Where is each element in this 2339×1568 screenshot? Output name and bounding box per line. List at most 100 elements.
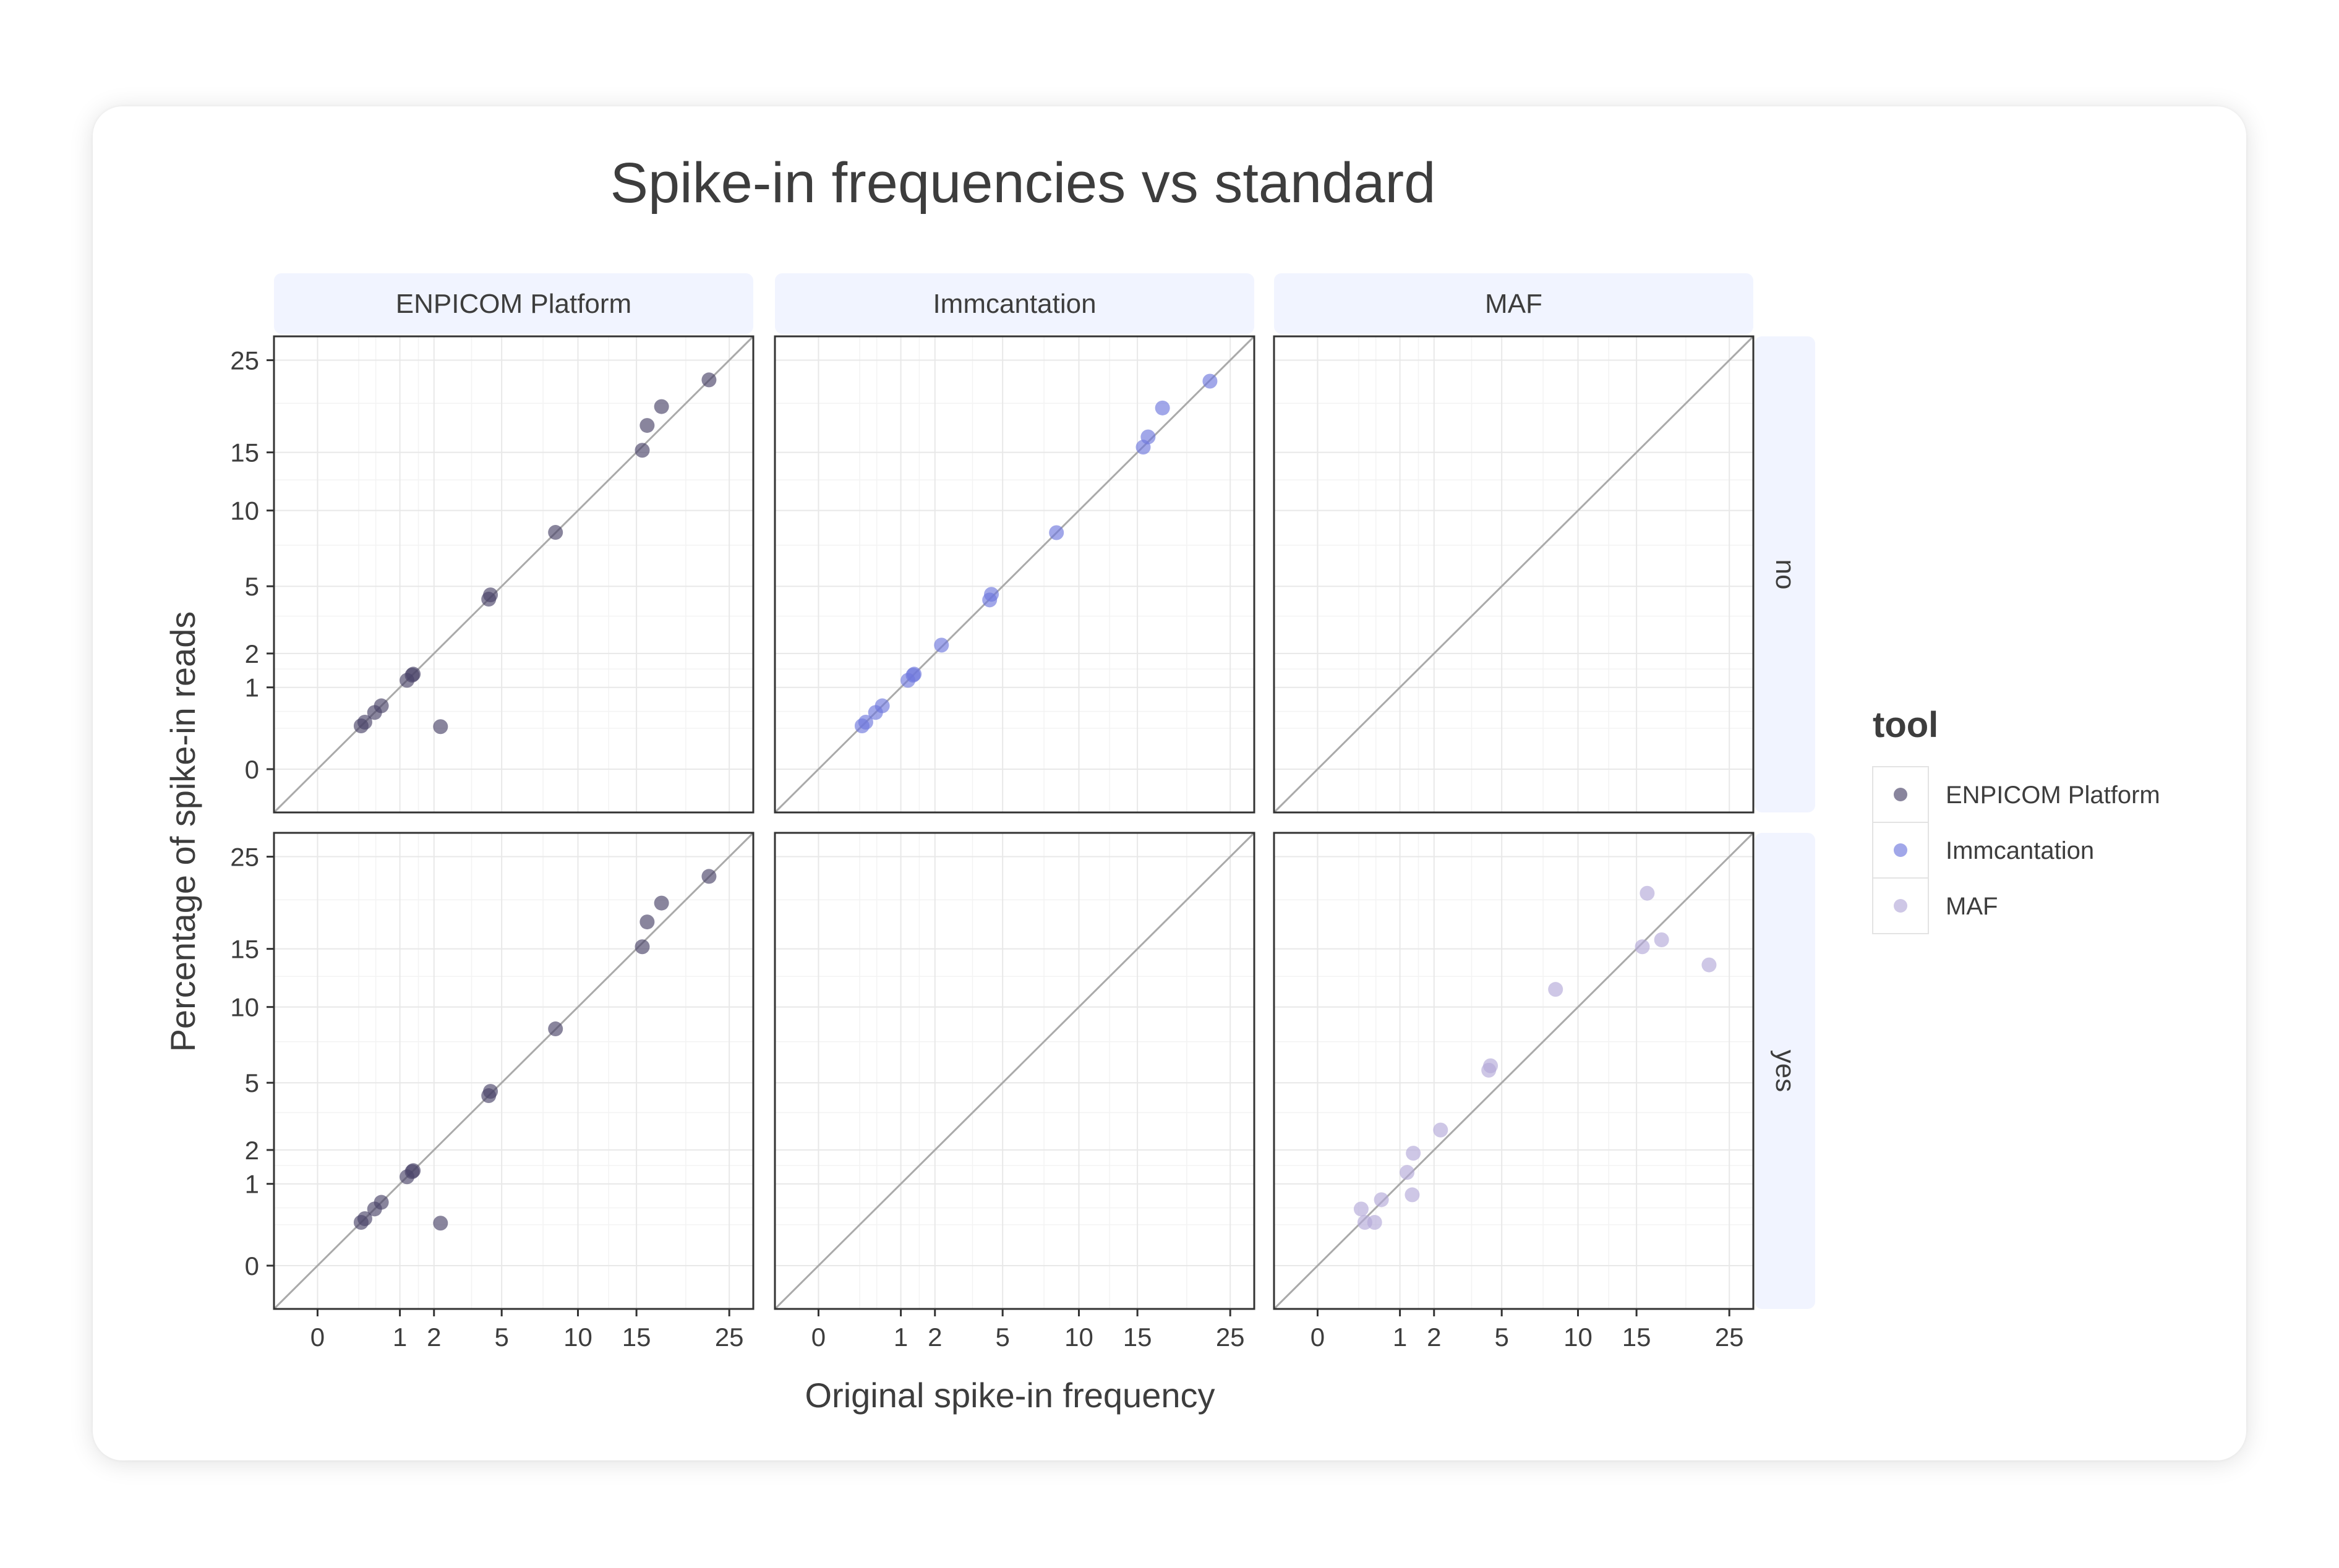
data-point-enpicom-platform [701, 869, 717, 884]
identity-line [774, 335, 1255, 814]
panel-immcantation-no [774, 335, 1255, 814]
x-tick-label: 10 [1064, 1323, 1093, 1352]
data-point-immcantation [1155, 400, 1170, 415]
x-tick-label: 25 [715, 1323, 744, 1352]
y-tick-label: 5 [245, 572, 259, 601]
data-point-immcantation [984, 587, 999, 602]
data-point-immcantation [858, 715, 873, 730]
x-tick-label: 15 [1622, 1323, 1651, 1352]
identity-line [1273, 832, 1755, 1310]
panel-border [273, 335, 755, 814]
x-tick-label: 5 [1494, 1323, 1508, 1352]
facet-label-enpicom-platform: ENPICOM Platform [396, 289, 631, 319]
x-tick-label: 2 [928, 1323, 942, 1352]
data-point-immcantation [934, 637, 949, 653]
data-point-maf [1433, 1122, 1448, 1138]
data-point-immcantation [907, 667, 922, 682]
y-axis-title: Percentage of spike-in reads [163, 611, 202, 1052]
legend-title: tool [1873, 705, 1938, 745]
y-tick-label: 2 [245, 639, 259, 668]
panel-border [1273, 832, 1755, 1310]
data-point-enpicom-platform [357, 715, 372, 730]
legend: tool ENPICOM Platform Immcantation MAF [1872, 705, 2160, 934]
panel-border [774, 832, 1255, 1310]
y-tick-label: 5 [245, 1068, 259, 1097]
data-point-enpicom-platform [654, 895, 669, 911]
data-point-immcantation [874, 698, 890, 714]
x-tick-label: 25 [1216, 1323, 1245, 1352]
data-point-enpicom-platform [406, 1163, 421, 1178]
data-point-enpicom-platform [433, 719, 448, 735]
data-point-enpicom-platform [433, 1216, 448, 1231]
data-point-enpicom-platform [548, 1021, 563, 1037]
x-tick-label: 1 [894, 1323, 908, 1352]
legend-marker-enpicom-platform [1894, 788, 1907, 801]
y-tick-label: 10 [230, 496, 259, 526]
x-tick-label: 2 [1427, 1323, 1441, 1352]
legend-label: Immcantation [1946, 837, 2094, 864]
legend-item-immcantation: Immcantation [1872, 822, 2094, 879]
data-point-immcantation [1049, 525, 1064, 540]
x-tick-label: 0 [310, 1323, 325, 1352]
y-tick-label: 0 [245, 755, 259, 784]
facet-label-immcantation: Immcantation [933, 289, 1096, 319]
data-point-enpicom-platform [635, 443, 650, 458]
data-point-enpicom-platform [654, 399, 669, 414]
chart-title: Spike-in frequencies vs standard [610, 151, 1436, 215]
identity-line [273, 335, 755, 814]
x-tick-label: 15 [622, 1323, 651, 1352]
data-point-enpicom-platform [701, 372, 717, 388]
facet-strip-no [1755, 336, 1815, 812]
chart-card: Spike-in frequencies vs standard ENPICOM… [93, 106, 2246, 1460]
facet-strip-maf [1274, 273, 1753, 334]
legend-label: ENPICOM Platform [1946, 782, 2160, 809]
data-point-maf [1353, 1201, 1369, 1217]
legend-item-maf: MAF [1872, 877, 1998, 934]
legend-item-enpicom-platform: ENPICOM Platform [1872, 766, 2160, 823]
data-point-maf [1635, 939, 1650, 955]
x-tick-label: 1 [393, 1323, 407, 1352]
panel-maf-no [1273, 335, 1755, 814]
y-tick-label: 25 [230, 346, 259, 375]
data-point-enpicom-platform [639, 914, 655, 930]
x-tick-label: 0 [1311, 1323, 1325, 1352]
panel-maf-yes: 0 1 2 5 10 15 25 [1273, 832, 1755, 1352]
data-point-enpicom-platform [483, 587, 498, 603]
data-point-immcantation [1202, 373, 1218, 389]
facet-strip-enpicom-platform [274, 273, 753, 334]
y-tick-label: 15 [230, 935, 259, 964]
data-point-maf [1640, 885, 1655, 901]
data-point-enpicom-platform [635, 939, 650, 955]
facet-strip-yes [1755, 833, 1815, 1309]
facet-strip-immcantation [775, 273, 1254, 334]
data-point-enpicom-platform [406, 667, 421, 682]
identity-line [774, 832, 1255, 1310]
x-axis-title: Original spike-in frequency [805, 1376, 1215, 1415]
facet-grid: ENPICOM Platform Immcantation MAFnoyes0125… [230, 273, 1815, 1352]
data-point-maf [1374, 1192, 1389, 1208]
facet-label-yes: yes [1770, 1050, 1800, 1092]
data-point-maf [1701, 957, 1717, 973]
data-point-maf [1400, 1165, 1415, 1180]
panel-border [1273, 335, 1755, 814]
identity-line [273, 832, 755, 1310]
legend-marker-maf [1894, 899, 1907, 913]
identity-line [1273, 335, 1755, 814]
data-point-enpicom-platform [374, 1195, 389, 1210]
x-tick-label: 1 [1393, 1323, 1407, 1352]
chart-canvas: Spike-in frequencies vs standard ENPICOM… [163, 151, 2160, 1415]
y-tick-label: 0 [245, 1251, 259, 1280]
x-tick-label: 5 [494, 1323, 508, 1352]
x-tick-label: 2 [427, 1323, 441, 1352]
data-point-maf [1367, 1215, 1382, 1230]
data-point-enpicom-platform [639, 418, 655, 433]
data-point-maf [1406, 1146, 1421, 1161]
panel-border [774, 335, 1255, 814]
data-point-enpicom-platform [374, 698, 389, 714]
data-point-enpicom-platform [548, 525, 563, 540]
y-tick-label: 1 [245, 673, 259, 702]
y-tick-label: 25 [230, 843, 259, 872]
x-tick-label: 5 [995, 1323, 1009, 1352]
data-point-maf [1483, 1058, 1499, 1073]
